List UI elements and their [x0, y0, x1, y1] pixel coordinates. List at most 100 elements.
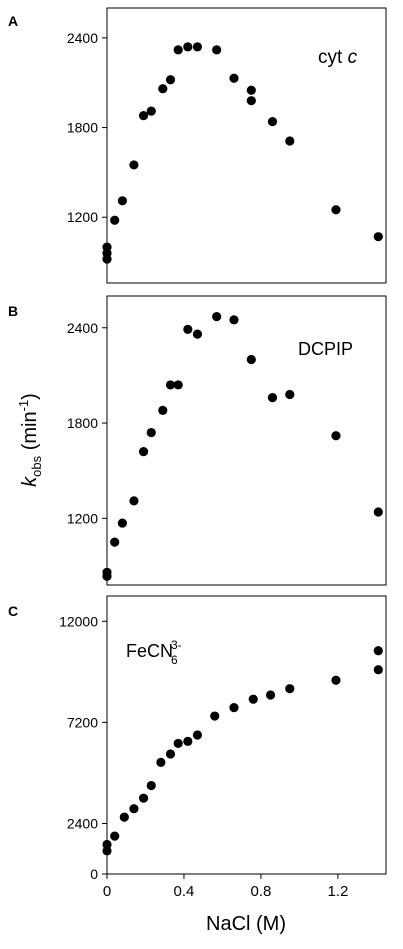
- x-axis-tick-label: 0.4: [174, 883, 195, 900]
- panel-c-data-point: [102, 839, 112, 850]
- panel-a-data-point: [173, 45, 183, 55]
- panel-a: A cyt c 1200 1800 2400: [8, 7, 387, 284]
- panel-c-y-tick-label: 12000: [59, 613, 98, 629]
- x-axis-label: NaCl (M): [206, 913, 286, 935]
- panel-c: C FeCN 3- 6 0 2400 7200 12000 0 0.4 0.8 1.2: [8, 595, 387, 900]
- panel-c-data-point: [265, 690, 276, 700]
- panel-b-ticks: 1200 1800 2400: [67, 320, 107, 526]
- panel-a-data-point: [331, 205, 341, 215]
- panel-a-data-point: [373, 232, 383, 242]
- panel-c-annotation-sub: 6: [171, 653, 178, 667]
- panel-c-frame: [106, 595, 387, 875]
- panel-a-data-point: [246, 85, 256, 95]
- y-axis-label-unit-close: ): [19, 393, 41, 400]
- y-axis-label-main: k: [19, 476, 41, 487]
- panel-a-data-point: [110, 215, 120, 225]
- panel-a-data-point: [129, 160, 139, 170]
- panel-a-data-point: [165, 75, 176, 85]
- panel-b-data-point: [158, 405, 168, 415]
- panel-c-data-point: [146, 780, 156, 791]
- panel-a-data-point: [192, 42, 203, 52]
- panel-b-data-point: [138, 447, 149, 457]
- panel-c-y-tick-label: 0: [90, 866, 98, 882]
- panel-b-data-point: [117, 518, 127, 528]
- panel-c-data-point: [138, 793, 149, 803]
- panel-c-data-point: [373, 665, 383, 675]
- panel-a-y-tick-label: 2400: [67, 30, 98, 46]
- panel-c-data-point: [119, 812, 129, 822]
- panel-b-frame: [106, 295, 387, 586]
- panel-b-y-tick-label: 2400: [67, 320, 98, 336]
- panel-a-data-point: [285, 136, 295, 146]
- panel-c-data-point: [373, 646, 383, 656]
- panel-a-annotation-italic: c: [348, 47, 358, 68]
- x-axis-ticks: 0 0.4 0.8 1.2: [103, 874, 348, 900]
- panel-a-y-tick-label: 1200: [67, 209, 98, 225]
- panel-a-y-tick-label: 1800: [67, 120, 98, 136]
- panel-c-data-point: [229, 703, 239, 713]
- panel-a-data-point: [138, 111, 149, 121]
- panel-b: B DCPIP 1200 1800 2400: [8, 295, 387, 586]
- panel-b-annotation: DCPIP: [298, 339, 353, 359]
- panel-b-data-point: [146, 427, 156, 438]
- panel-a-frame: [106, 7, 387, 284]
- y-axis-label-sub: obs: [29, 455, 44, 476]
- panel-c-data-point: [129, 804, 139, 814]
- panel-b-letter: B: [8, 303, 18, 319]
- panel-c-data-point: [165, 749, 176, 759]
- panel-b-data-point: [129, 496, 139, 506]
- panel-c-data-point: [192, 730, 203, 740]
- panel-a-data-point: [146, 106, 156, 116]
- y-axis-label: kobs (min-1): [16, 393, 44, 487]
- panel-c-data-point: [173, 738, 183, 749]
- x-axis-tick-label: 0.8: [251, 883, 272, 900]
- panel-b-data-point: [102, 571, 112, 581]
- panel-c-letter: C: [8, 603, 18, 619]
- panel-b-data-point: [110, 537, 120, 547]
- panel-a-data-point: [212, 45, 222, 55]
- panel-b-data-point: [246, 354, 256, 365]
- x-axis-tick-label: 1.2: [327, 883, 348, 900]
- y-axis-label-unit-open: (min: [19, 411, 41, 455]
- panel-b-data-point: [212, 312, 222, 322]
- panel-b-data-point: [183, 324, 193, 334]
- panel-a-data-point: [102, 254, 112, 264]
- panel-a-data-point: [267, 116, 278, 127]
- panel-c-annotation-sup: 3-: [171, 638, 182, 652]
- panel-a-data-point: [183, 42, 193, 52]
- panel-a-points: [102, 42, 383, 264]
- panel-b-points: [102, 312, 383, 581]
- panel-b-data-point: [331, 431, 341, 441]
- panel-b-data-point: [267, 393, 278, 403]
- panel-c-data-point: [102, 846, 112, 856]
- panel-c-y-tick-label: 7200: [67, 714, 98, 730]
- x-axis-tick-label: 0: [103, 883, 111, 900]
- panel-b-data-point: [229, 315, 239, 325]
- panel-c-points: [102, 646, 383, 856]
- panel-a-annotation: cyt c: [318, 47, 358, 68]
- panel-c-data-point: [248, 694, 258, 704]
- panel-b-data-point: [373, 507, 383, 517]
- panel-b-data-point: [192, 329, 203, 339]
- panel-a-annotation-main: cyt: [318, 47, 348, 68]
- panel-a-data-point: [117, 196, 127, 206]
- panel-c-data-point: [156, 757, 166, 767]
- panel-c-data-point: [110, 831, 120, 841]
- panel-c-data-point: [285, 684, 295, 694]
- panel-b-data-point: [285, 389, 295, 400]
- panel-c-data-point: [331, 675, 341, 685]
- panel-c-ticks: 0 2400 7200 12000: [59, 613, 107, 882]
- panel-b-data-point: [173, 380, 183, 390]
- panel-a-data-point: [246, 96, 256, 106]
- panel-a-data-point: [229, 73, 239, 83]
- panel-a-letter: A: [8, 13, 18, 29]
- panel-a-ticks: 1200 1800 2400: [67, 30, 107, 225]
- panel-c-y-tick-label: 2400: [67, 815, 98, 831]
- panel-c-data-point: [183, 736, 193, 746]
- y-axis-label-unit-sup: -1: [16, 400, 31, 412]
- panel-a-data-point: [158, 84, 168, 94]
- panel-b-y-tick-label: 1800: [67, 415, 98, 431]
- panel-c-data-point: [210, 711, 220, 721]
